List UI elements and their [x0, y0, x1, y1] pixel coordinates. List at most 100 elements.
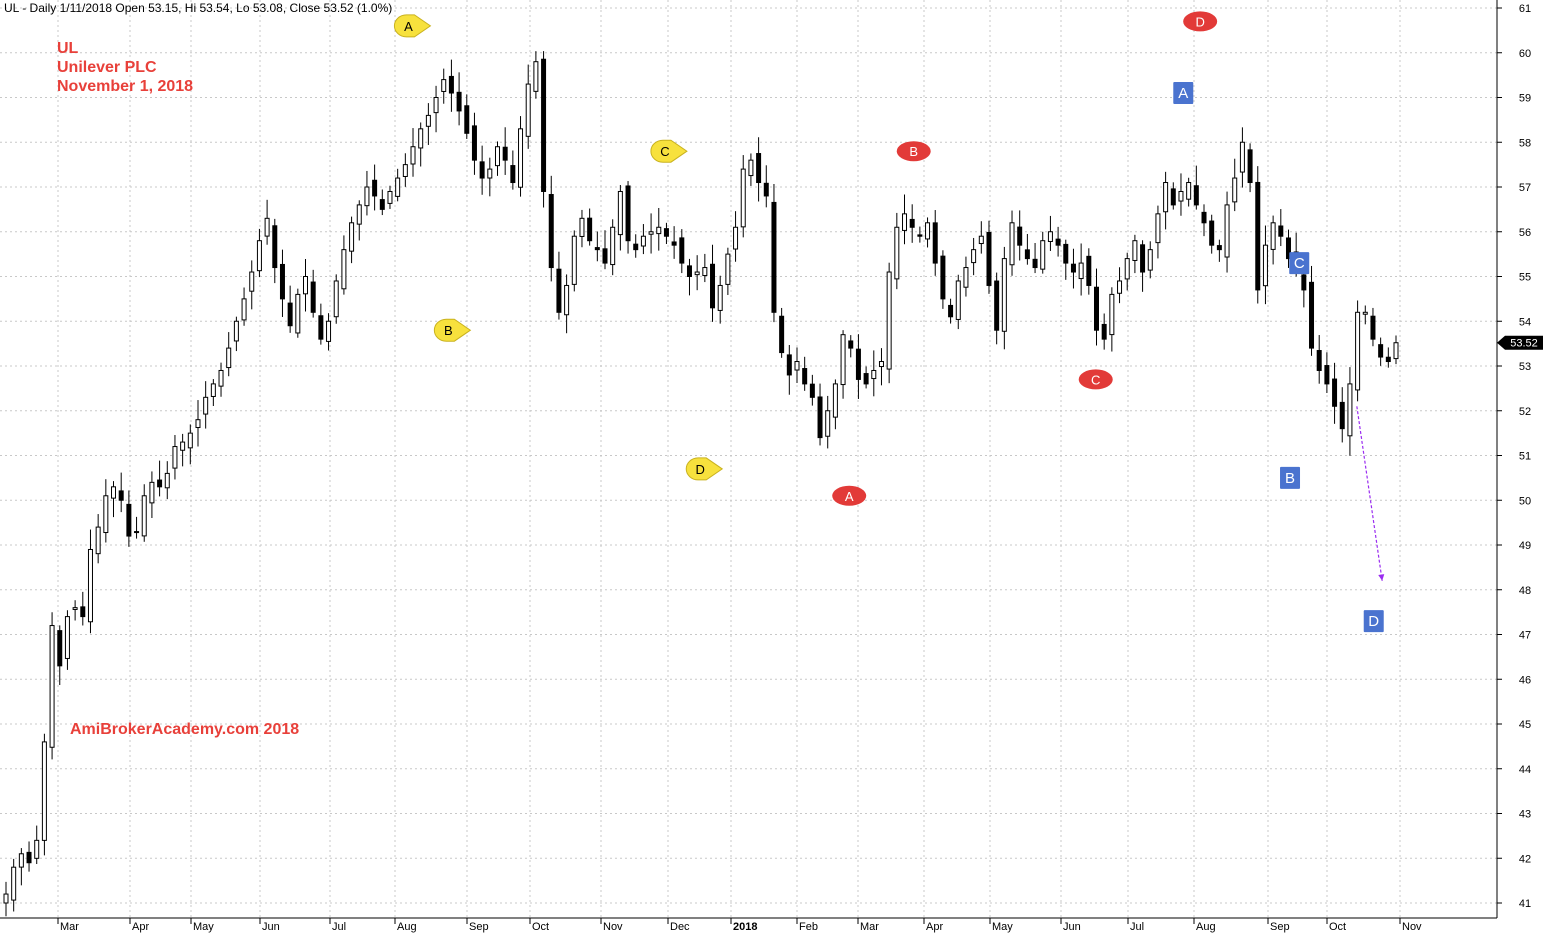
candle	[318, 303, 324, 345]
title-date: November 1, 2018	[57, 78, 194, 95]
candle-body	[303, 276, 309, 295]
candle	[49, 612, 55, 760]
candle-body	[57, 630, 63, 667]
candle	[894, 212, 900, 290]
candle-body	[1278, 225, 1284, 237]
candle-body	[1093, 286, 1099, 331]
candle	[832, 379, 838, 430]
x-tick-label: May	[193, 921, 214, 933]
candle	[1101, 313, 1107, 350]
candle-body	[855, 348, 861, 380]
candle-body	[648, 231, 654, 235]
candle	[1040, 231, 1046, 274]
candle	[925, 217, 931, 248]
candle	[1262, 225, 1268, 305]
candle-body	[479, 161, 485, 179]
candle-body	[410, 146, 416, 165]
candle-body	[1147, 249, 1153, 271]
candle-body	[533, 61, 539, 92]
candle-body	[1101, 323, 1107, 340]
x-tick-label: Dec	[670, 921, 690, 933]
y-tick-label: 61	[1519, 3, 1531, 15]
y-tick-label: 46	[1519, 674, 1531, 686]
wave-label-text: C	[1091, 372, 1100, 387]
candle	[157, 460, 163, 497]
candle-body	[625, 185, 631, 242]
candle-body	[1309, 281, 1315, 349]
red-ellipse-shape	[832, 485, 867, 506]
candle	[141, 484, 147, 542]
candle-body	[471, 125, 477, 161]
candle-body	[656, 226, 662, 235]
candle-body	[502, 146, 508, 161]
candle	[1124, 252, 1130, 291]
x-tick-label: Feb	[799, 921, 818, 933]
candle	[579, 209, 585, 248]
candle	[164, 461, 170, 500]
y-tick-label: 41	[1519, 898, 1531, 910]
wave-label-text: C	[1294, 255, 1305, 272]
candle-body	[210, 383, 216, 397]
candle	[34, 825, 40, 864]
candle	[656, 207, 662, 251]
candle	[279, 249, 285, 317]
candle	[418, 122, 424, 167]
candle-body	[87, 548, 93, 623]
candle-body	[571, 235, 577, 285]
candle-body	[671, 241, 677, 246]
blue-box-shape	[1363, 610, 1384, 633]
candle-body	[702, 267, 708, 277]
candle	[118, 472, 124, 513]
candle	[95, 514, 101, 564]
wave-label-yellow-tag: B	[433, 318, 472, 342]
wave-label-red-ellipse: A	[832, 485, 867, 506]
wave-label-yellow-tag: C	[650, 139, 688, 163]
candle-body	[679, 237, 685, 264]
candle	[848, 335, 854, 358]
candle	[180, 433, 186, 467]
candle	[955, 274, 961, 330]
candle	[1362, 305, 1368, 325]
y-tick-label: 51	[1519, 451, 1531, 463]
candle	[594, 231, 600, 262]
candle	[1347, 367, 1353, 456]
candle	[11, 858, 17, 912]
candle-body	[226, 347, 232, 369]
candle	[1186, 177, 1192, 207]
candle	[994, 272, 1000, 345]
candle-body	[902, 213, 908, 231]
candle	[855, 334, 861, 399]
candle-body	[1186, 182, 1192, 200]
candle	[686, 258, 692, 296]
candle-body	[134, 531, 140, 534]
candle-body	[1163, 182, 1169, 213]
candle	[264, 199, 270, 245]
candle	[1078, 243, 1084, 296]
candle	[18, 848, 24, 886]
candle-body	[233, 320, 239, 342]
wave-label-red-ellipse: C	[1078, 369, 1113, 390]
candle	[333, 274, 339, 324]
candle	[64, 610, 70, 670]
candle-body	[994, 280, 1000, 331]
candle	[295, 288, 301, 338]
x-tick-label: Nov	[603, 921, 623, 933]
candle	[771, 184, 777, 323]
wave-label-text: B	[909, 144, 918, 159]
candle-body	[318, 315, 324, 340]
yellow-tag-shape	[433, 318, 472, 342]
candle	[502, 127, 508, 175]
candle	[402, 153, 408, 187]
wave-label-text: B	[444, 323, 453, 338]
wave-label-text: A	[404, 19, 413, 34]
y-tick-label: 42	[1519, 853, 1531, 865]
candle	[425, 103, 431, 145]
candle-body	[610, 226, 616, 266]
candle-body	[111, 486, 117, 499]
candle	[717, 275, 723, 324]
y-tick-label: 50	[1519, 495, 1531, 507]
candle-body	[218, 369, 224, 387]
x-tick-label: Mar	[860, 921, 879, 933]
candle	[149, 471, 155, 519]
candle	[310, 269, 316, 318]
